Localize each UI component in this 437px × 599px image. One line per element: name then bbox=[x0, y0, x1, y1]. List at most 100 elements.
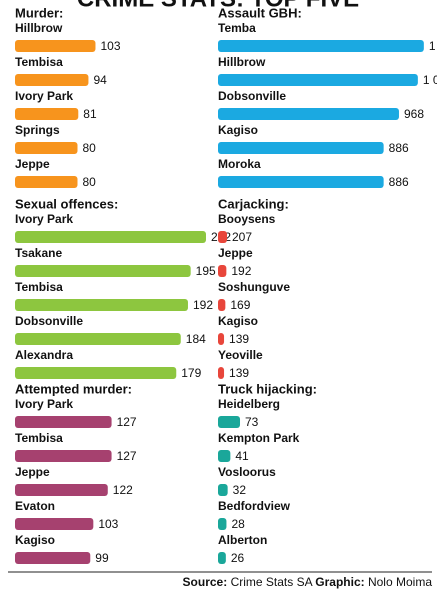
value-label: 32 bbox=[233, 483, 247, 497]
category-label: Tsakane bbox=[15, 246, 62, 260]
category-label: Alexandra bbox=[15, 348, 73, 362]
value-label: 968 bbox=[404, 107, 424, 121]
bar bbox=[218, 518, 227, 530]
value-label: 192 bbox=[231, 264, 251, 278]
category-label: Hillbrow bbox=[218, 55, 266, 69]
value-label: 99 bbox=[95, 551, 109, 565]
value-label: 28 bbox=[231, 517, 245, 531]
bar bbox=[15, 552, 91, 564]
category-label: Dobsonville bbox=[15, 314, 83, 328]
category-label: Ivory Park bbox=[15, 89, 73, 103]
category-label: Moroka bbox=[218, 157, 261, 171]
value-label: 1 101 bbox=[429, 39, 437, 53]
bar bbox=[15, 450, 112, 462]
bar bbox=[218, 450, 231, 462]
source-label: Source: bbox=[183, 575, 228, 589]
bar bbox=[15, 416, 112, 428]
category-label: Yeoville bbox=[218, 348, 263, 362]
bar bbox=[15, 484, 108, 496]
value-label: 195 bbox=[196, 264, 216, 278]
category-label: Jeppe bbox=[15, 465, 50, 479]
category-label: Jeppe bbox=[15, 157, 50, 171]
value-label: 139 bbox=[229, 332, 249, 346]
category-label: Vosloorus bbox=[218, 465, 276, 479]
bar bbox=[218, 74, 418, 86]
value-label: 26 bbox=[231, 551, 245, 565]
bar bbox=[15, 265, 191, 277]
panel-title: Sexual offences: bbox=[15, 196, 118, 211]
bar bbox=[15, 142, 78, 154]
bar bbox=[218, 265, 227, 277]
bar bbox=[218, 416, 241, 428]
category-label: Alberton bbox=[218, 533, 267, 547]
category-label: Kagiso bbox=[218, 123, 258, 137]
value-label: 81 bbox=[83, 107, 97, 121]
value-label: 886 bbox=[389, 141, 409, 155]
category-label: Jeppe bbox=[218, 246, 253, 260]
category-label: Booysens bbox=[218, 212, 276, 226]
value-label: 886 bbox=[389, 175, 409, 189]
bar bbox=[15, 333, 181, 345]
value-label: 41 bbox=[235, 449, 249, 463]
value-label: 122 bbox=[113, 483, 133, 497]
value-label: 73 bbox=[245, 415, 259, 429]
value-label: 192 bbox=[193, 298, 213, 312]
bar bbox=[218, 231, 227, 243]
value-label: 169 bbox=[230, 298, 250, 312]
bar bbox=[218, 40, 424, 52]
category-label: Ivory Park bbox=[15, 397, 73, 411]
bar bbox=[15, 518, 94, 530]
value-label: 139 bbox=[229, 366, 249, 380]
bar bbox=[218, 142, 384, 154]
category-label: Kagiso bbox=[15, 533, 55, 547]
bar bbox=[218, 367, 225, 379]
category-label: Springs bbox=[15, 123, 60, 137]
bar bbox=[15, 74, 89, 86]
bar bbox=[15, 176, 78, 188]
graphic-label: Graphic: bbox=[315, 575, 364, 589]
value-label: 127 bbox=[117, 449, 137, 463]
header-title: CRIME STATS: TOP FIVE bbox=[77, 0, 359, 12]
category-label: Ivory Park bbox=[15, 212, 73, 226]
value-label: 207 bbox=[232, 230, 252, 244]
category-label: Heidelberg bbox=[218, 397, 280, 411]
category-label: Bedfordview bbox=[218, 499, 291, 513]
value-label: 103 bbox=[100, 39, 120, 53]
panel-title: Assault GBH: bbox=[218, 5, 302, 20]
category-label: Kagiso bbox=[218, 314, 258, 328]
bar bbox=[218, 299, 226, 311]
panel-title: Murder: bbox=[15, 5, 63, 20]
source: Crime Stats SA bbox=[231, 575, 313, 589]
graphic: Nolo Moima bbox=[368, 575, 432, 589]
value-label: 80 bbox=[83, 141, 97, 155]
bar bbox=[218, 176, 384, 188]
panel-title: Carjacking: bbox=[218, 196, 289, 211]
value-label: 184 bbox=[186, 332, 206, 346]
category-label: Tembisa bbox=[15, 431, 63, 445]
bar bbox=[15, 108, 79, 120]
category-label: Tembisa bbox=[15, 55, 63, 69]
bar bbox=[15, 367, 177, 379]
bar bbox=[218, 108, 399, 120]
category-label: Hillbrow bbox=[15, 21, 63, 35]
bar bbox=[15, 231, 206, 243]
value-label: 80 bbox=[83, 175, 97, 189]
value-label: 94 bbox=[93, 73, 107, 87]
value-label: 103 bbox=[98, 517, 118, 531]
bar bbox=[15, 40, 96, 52]
category-label: Temba bbox=[218, 21, 256, 35]
panel-title: Truck hijacking: bbox=[218, 381, 317, 396]
value-label: 127 bbox=[117, 415, 137, 429]
bar bbox=[218, 552, 226, 564]
category-label: Evaton bbox=[15, 499, 55, 513]
bar bbox=[218, 333, 225, 345]
category-label: Tembisa bbox=[15, 280, 63, 294]
bar bbox=[15, 299, 188, 311]
value-label: 179 bbox=[181, 366, 201, 380]
panel-title: Attempted murder: bbox=[15, 381, 132, 396]
bar bbox=[218, 484, 228, 496]
category-label: Kempton Park bbox=[218, 431, 300, 445]
category-label: Soshunguve bbox=[218, 280, 290, 294]
value-label: 1 069 bbox=[423, 73, 437, 87]
